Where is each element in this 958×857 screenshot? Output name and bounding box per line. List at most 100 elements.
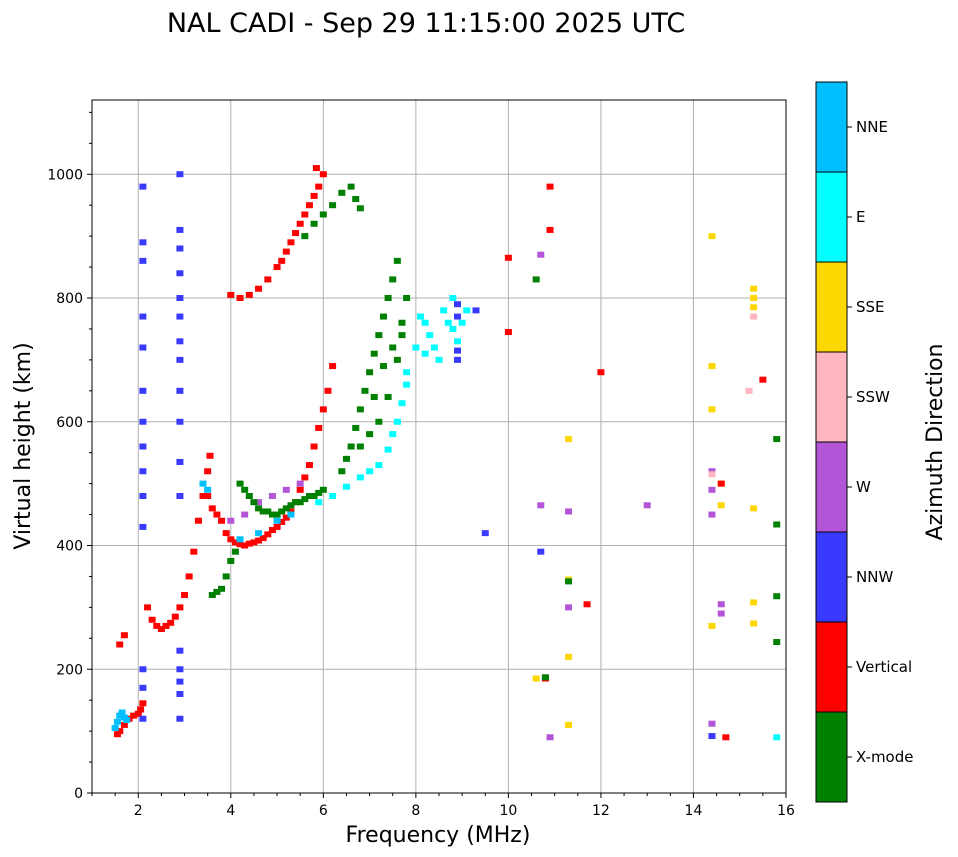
data-point: [597, 369, 605, 376]
colorbar-swatch: [816, 532, 847, 622]
data-point: [319, 406, 327, 413]
colorbar-entry-label: SSW: [856, 388, 890, 406]
data-point: [139, 715, 147, 722]
data-point: [430, 344, 438, 351]
data-point: [137, 706, 145, 713]
data-point: [116, 712, 124, 719]
data-point: [329, 493, 337, 499]
data-point: [245, 540, 253, 547]
data-point: [565, 436, 573, 443]
data-point: [123, 716, 131, 723]
data-point: [296, 480, 304, 487]
data-point: [273, 523, 281, 530]
data-point: [206, 452, 214, 459]
data-point: [403, 381, 411, 388]
data-point: [342, 483, 350, 490]
data-point: [176, 715, 184, 722]
data-point: [375, 418, 383, 425]
data-point: [301, 474, 309, 481]
data-point: [440, 307, 448, 314]
data-point: [773, 734, 781, 741]
data-point: [218, 585, 226, 592]
data-point: [287, 502, 295, 509]
data-point: [722, 734, 730, 741]
data-point: [204, 486, 212, 493]
data-point: [379, 363, 387, 370]
data-point: [370, 394, 378, 400]
data-point: [546, 183, 554, 190]
data-point: [176, 313, 184, 320]
data-point: [255, 499, 263, 506]
data-point: [546, 226, 554, 233]
data-point: [356, 443, 364, 450]
data-point: [268, 527, 276, 534]
data-point: [176, 356, 184, 363]
chart-title: NAL CADI - Sep 29 11:15:00 2025 UTC: [167, 8, 685, 39]
data-point: [449, 295, 457, 301]
colorbar-frame: [815, 81, 848, 803]
data-point: [315, 499, 323, 506]
data-point: [310, 443, 318, 450]
data-point: [204, 493, 212, 499]
data-point: [361, 387, 369, 394]
data-point: [389, 344, 397, 351]
data-point: [153, 622, 161, 629]
data-point: [708, 406, 716, 413]
data-point: [139, 239, 147, 246]
data-point: [398, 319, 406, 326]
data-point: [273, 264, 281, 271]
data-point: [708, 471, 716, 478]
data-point: [708, 733, 716, 740]
data-point: [312, 165, 320, 172]
data-point: [190, 548, 198, 555]
data-point: [144, 604, 152, 611]
data-point: [176, 666, 184, 673]
data-point: [227, 291, 235, 298]
data-point: [356, 205, 364, 212]
data-point: [305, 462, 313, 469]
data-point: [213, 588, 221, 595]
data-point: [139, 313, 147, 320]
data-point: [231, 539, 239, 546]
data-point: [176, 295, 184, 301]
plot-frame: [91, 99, 787, 794]
data-point: [366, 468, 374, 475]
data-point: [278, 518, 286, 525]
data-point: [139, 666, 147, 673]
data-point: [255, 537, 263, 544]
data-point: [259, 508, 267, 515]
data-point: [565, 653, 573, 660]
data-point: [750, 304, 758, 311]
data-point: [708, 622, 716, 629]
data-point: [241, 542, 249, 549]
data-point: [366, 431, 374, 438]
data-point: [750, 295, 758, 301]
data-point: [537, 502, 545, 509]
data-point: [218, 517, 226, 524]
data-point: [116, 641, 124, 648]
data-point: [310, 192, 318, 199]
data-point: [412, 344, 420, 351]
data-point: [139, 523, 147, 530]
data-point: [176, 678, 184, 685]
data-point: [287, 511, 295, 518]
data-point: [338, 189, 346, 196]
data-point: [222, 573, 230, 580]
data-point: [416, 313, 424, 320]
data-point: [324, 387, 332, 394]
data-point: [352, 424, 360, 431]
data-point: [185, 573, 193, 580]
data-point: [454, 313, 462, 320]
data-point: [264, 508, 272, 515]
data-point: [708, 233, 716, 240]
y-tick-label: 0: [74, 786, 83, 802]
data-point: [504, 254, 512, 261]
data-point: [199, 480, 207, 487]
data-point: [282, 505, 290, 512]
data-point: [708, 486, 716, 493]
plot-ticks: 2 4 6 8 10 12 14 16 0 200 400 600 800 1000: [47, 111, 795, 819]
data-point: [315, 489, 323, 496]
data-point: [759, 376, 767, 383]
data-point: [773, 593, 781, 600]
data-point: [176, 226, 184, 233]
